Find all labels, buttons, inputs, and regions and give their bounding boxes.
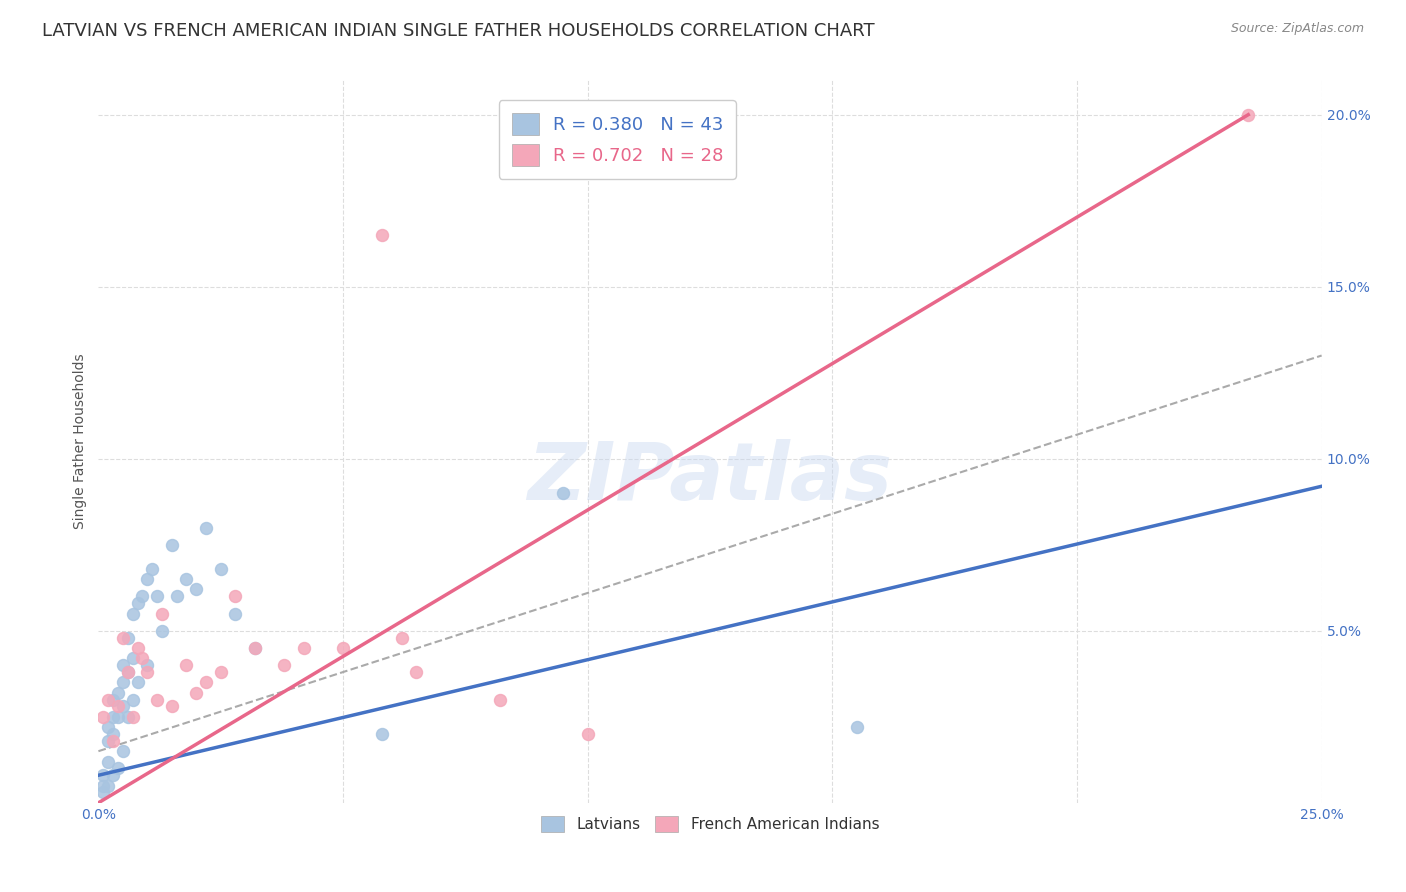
Point xyxy=(111,658,134,673)
Point xyxy=(97,779,120,793)
Point xyxy=(101,727,124,741)
Point xyxy=(111,744,134,758)
Y-axis label: Single Father Households: Single Father Households xyxy=(73,354,87,529)
Point xyxy=(146,590,169,604)
Point xyxy=(273,658,295,673)
Text: Source: ZipAtlas.com: Source: ZipAtlas.com xyxy=(1230,22,1364,36)
Point xyxy=(150,607,173,621)
Point xyxy=(160,699,183,714)
Point xyxy=(111,699,134,714)
Point xyxy=(224,607,246,621)
Point xyxy=(107,686,129,700)
Point xyxy=(97,720,120,734)
Point xyxy=(91,768,114,782)
Point xyxy=(127,596,149,610)
Point xyxy=(101,734,124,748)
Text: LATVIAN VS FRENCH AMERICAN INDIAN SINGLE FATHER HOUSEHOLDS CORRELATION CHART: LATVIAN VS FRENCH AMERICAN INDIAN SINGLE… xyxy=(42,22,875,40)
Point xyxy=(111,631,134,645)
Point xyxy=(136,665,159,679)
Point xyxy=(131,651,153,665)
Point xyxy=(141,562,163,576)
Point xyxy=(101,710,124,724)
Point xyxy=(371,228,394,243)
Point xyxy=(405,665,427,679)
Point xyxy=(160,538,183,552)
Point xyxy=(176,658,198,673)
Point xyxy=(209,562,232,576)
Point xyxy=(117,665,139,679)
Point xyxy=(186,582,208,597)
Point xyxy=(101,692,124,706)
Point xyxy=(195,520,218,534)
Point xyxy=(845,720,868,734)
Point xyxy=(553,486,575,500)
Text: ZIPatlas: ZIPatlas xyxy=(527,439,893,516)
Point xyxy=(576,727,599,741)
Point xyxy=(243,640,266,655)
Point xyxy=(488,692,510,706)
Point xyxy=(91,779,114,793)
Point xyxy=(97,692,120,706)
Legend: Latvians, French American Indians: Latvians, French American Indians xyxy=(534,810,886,838)
Point xyxy=(107,761,129,775)
Point xyxy=(127,675,149,690)
Point xyxy=(391,631,413,645)
Point xyxy=(292,640,315,655)
Point xyxy=(131,590,153,604)
Point xyxy=(111,675,134,690)
Point xyxy=(121,651,143,665)
Point xyxy=(121,710,143,724)
Point xyxy=(91,785,114,799)
Point xyxy=(209,665,232,679)
Point xyxy=(146,692,169,706)
Point xyxy=(224,590,246,604)
Point xyxy=(186,686,208,700)
Point xyxy=(332,640,354,655)
Point xyxy=(176,572,198,586)
Point xyxy=(117,631,139,645)
Point xyxy=(136,572,159,586)
Point xyxy=(150,624,173,638)
Point xyxy=(91,710,114,724)
Point xyxy=(107,699,129,714)
Point xyxy=(121,607,143,621)
Point xyxy=(121,692,143,706)
Point xyxy=(97,734,120,748)
Point xyxy=(117,710,139,724)
Point xyxy=(107,710,129,724)
Point xyxy=(166,590,188,604)
Point xyxy=(101,768,124,782)
Point xyxy=(243,640,266,655)
Point xyxy=(136,658,159,673)
Point xyxy=(1237,108,1260,122)
Point xyxy=(371,727,394,741)
Point xyxy=(127,640,149,655)
Point xyxy=(117,665,139,679)
Point xyxy=(195,675,218,690)
Point xyxy=(97,755,120,769)
